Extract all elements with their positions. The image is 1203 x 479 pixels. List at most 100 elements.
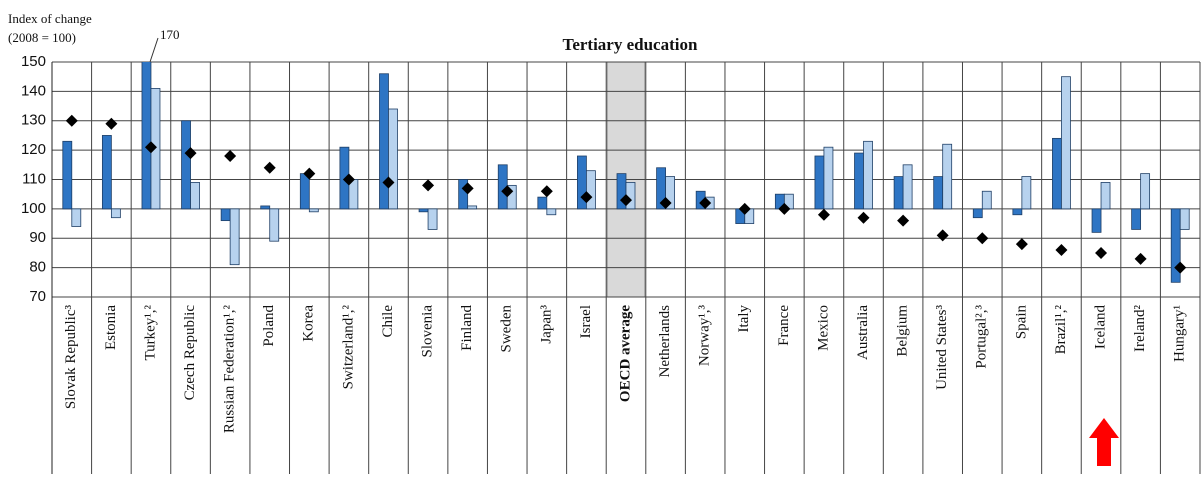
- diamond: [65, 114, 78, 127]
- x-tick-label: Turkey¹,²: [142, 305, 158, 361]
- bar: [467, 205, 478, 210]
- diamond: [897, 214, 910, 227]
- diamond: [1055, 244, 1068, 256]
- bar: [141, 62, 152, 210]
- bar: [308, 208, 319, 213]
- x-tick-label: Czech Republic: [182, 305, 198, 401]
- diamond: [303, 167, 316, 180]
- bar: [71, 208, 82, 227]
- diamond: [817, 208, 830, 221]
- x-tick-label: Korea: [301, 305, 317, 342]
- diamond: [501, 185, 514, 198]
- y-axis-label: Index of change: [8, 11, 92, 26]
- diamond: [422, 179, 435, 192]
- diamond: [620, 194, 632, 207]
- bar: [1179, 208, 1190, 230]
- diamond: [1015, 238, 1028, 251]
- diamond: [1174, 261, 1187, 274]
- plot: [51, 61, 1201, 474]
- x-tick-label: Norway¹,³: [697, 304, 713, 366]
- x-tick-label: United States³: [934, 305, 950, 390]
- bar: [1170, 208, 1181, 283]
- bar: [110, 208, 121, 219]
- x-tick-label: Ireland²: [1132, 305, 1148, 352]
- annotation: 170: [160, 27, 180, 42]
- bar: [972, 208, 983, 219]
- bar: [854, 152, 864, 210]
- x-tick-label: Spain: [1013, 305, 1029, 340]
- bar: [1131, 208, 1142, 230]
- y-tick-label: 70: [29, 288, 46, 305]
- x-tick-label: Finland: [459, 305, 475, 351]
- x-tick-label: Mexico: [815, 305, 831, 351]
- x-tick-label: Slovak Republic³: [63, 305, 79, 410]
- x-tick-label: Netherlands: [657, 305, 673, 378]
- bar: [1061, 76, 1071, 210]
- x-tick-label: Poland: [261, 305, 277, 347]
- bar: [863, 140, 873, 210]
- x-tick-label: Brazil¹,²: [1053, 305, 1069, 355]
- x-tick-label: Israel: [578, 305, 594, 338]
- bar: [537, 196, 548, 210]
- diamond: [778, 202, 791, 215]
- bar: [299, 173, 310, 210]
- x-tick-label: Portugal²,³: [974, 305, 990, 369]
- bar: [229, 208, 240, 266]
- x-tick-label: Japan³: [538, 305, 554, 344]
- diamond: [936, 229, 949, 242]
- bar: [1091, 208, 1102, 233]
- y-tick-label: 90: [29, 229, 46, 246]
- diamond: [144, 141, 157, 154]
- bar: [546, 208, 557, 216]
- diamond: [659, 197, 672, 209]
- bar: [1021, 176, 1032, 210]
- y-tick-label: 150: [21, 53, 46, 70]
- x-tick-label: Chile: [380, 305, 396, 338]
- bar: [220, 208, 231, 222]
- annotation-line: [149, 37, 159, 63]
- diamond: [857, 211, 870, 224]
- x-tick-label: Switzerland¹,²: [340, 304, 356, 389]
- arrow: [1089, 418, 1119, 466]
- x-tick-label: France: [776, 305, 792, 346]
- diamond: [580, 191, 593, 204]
- x-tick-label: Hungary¹: [1172, 305, 1188, 362]
- bar: [902, 164, 913, 210]
- bar: [893, 176, 904, 210]
- x-tick-label: Italy: [736, 305, 752, 333]
- bar: [942, 143, 953, 210]
- bar: [586, 170, 596, 210]
- bar: [1052, 137, 1062, 210]
- diamond: [738, 202, 751, 215]
- y-tick-label: 110: [22, 170, 46, 187]
- x-tick-label: Belgium: [895, 305, 911, 357]
- diamond: [184, 147, 197, 160]
- bar: [260, 205, 271, 210]
- y-tick-label: 130: [21, 112, 46, 129]
- bar: [665, 176, 675, 210]
- bar: [190, 182, 200, 210]
- bar: [981, 190, 992, 210]
- x-tick-label: OECD average: [617, 305, 633, 402]
- diamond: [976, 232, 989, 245]
- diamond: [540, 185, 553, 198]
- bar: [418, 208, 429, 213]
- diamond: [699, 197, 712, 209]
- bar: [823, 146, 834, 210]
- bar: [427, 208, 438, 230]
- x-tick-label: Sweden: [499, 305, 515, 353]
- diamond: [1134, 252, 1147, 265]
- bar: [269, 208, 280, 242]
- y-tick-label: 120: [21, 141, 46, 158]
- x-tick-label: Slovenia: [420, 305, 436, 358]
- x-tick-label: Iceland: [1092, 305, 1108, 350]
- bar: [933, 176, 944, 210]
- bar: [388, 108, 398, 210]
- diamond: [1095, 246, 1108, 259]
- diamond: [224, 150, 237, 162]
- bar: [1140, 173, 1151, 210]
- y-tick-label: 140: [21, 82, 46, 99]
- chart-title: Tertiary education: [563, 35, 698, 54]
- bar: [181, 120, 191, 210]
